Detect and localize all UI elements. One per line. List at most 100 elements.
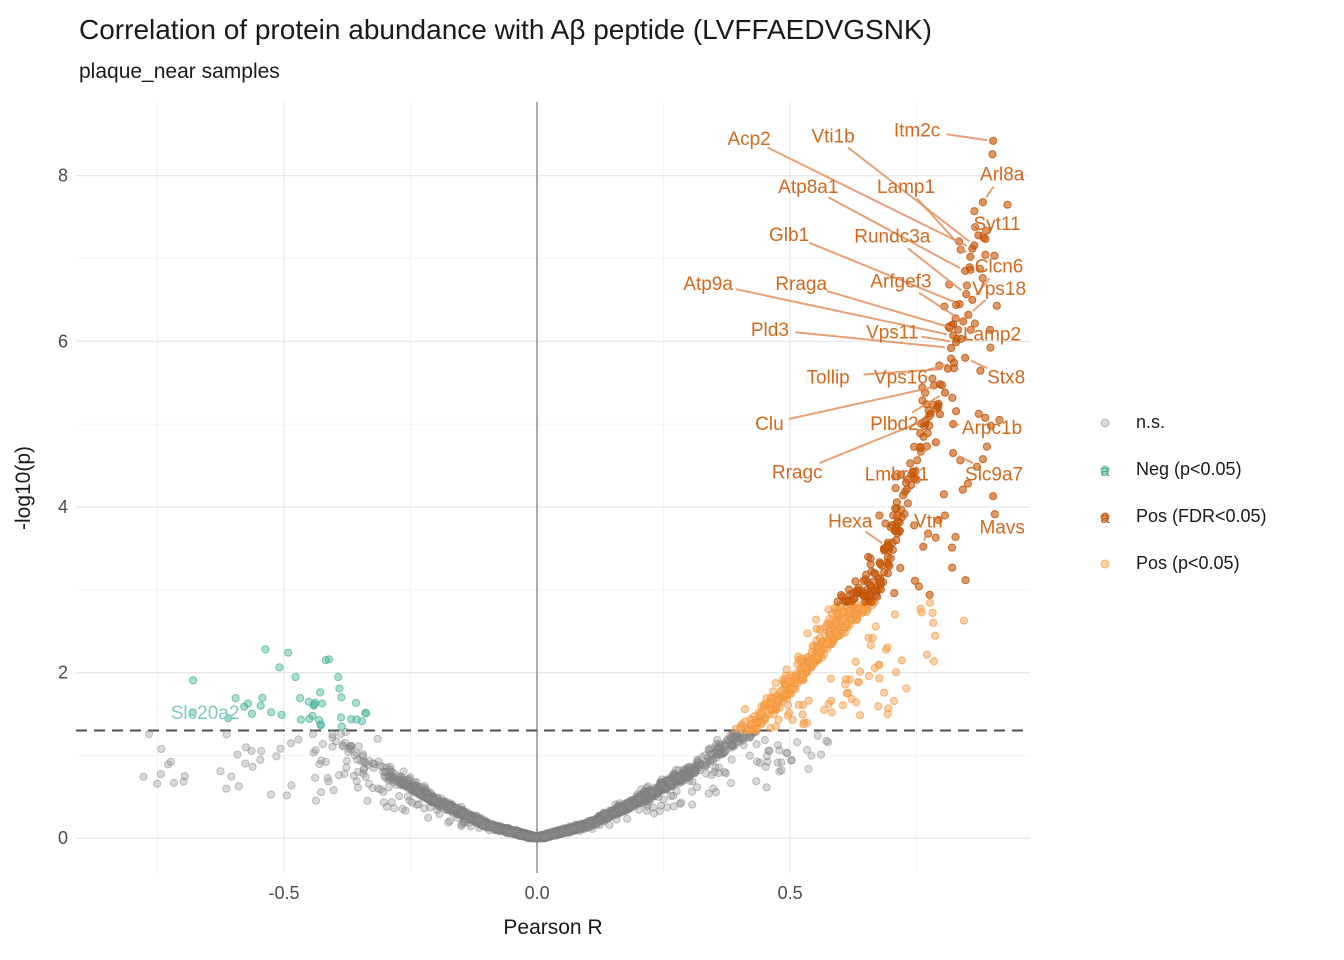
data-point — [640, 792, 650, 801]
data-point — [604, 810, 613, 819]
data-point — [595, 814, 604, 823]
data-point — [473, 815, 483, 825]
legend-point-icon — [1100, 418, 1110, 427]
data-point — [615, 801, 624, 810]
data-point — [623, 804, 632, 813]
data-point — [594, 815, 603, 824]
data-point — [568, 825, 577, 835]
data-point — [428, 795, 437, 804]
data-point — [612, 809, 622, 818]
gene-label: Slc9a7 — [965, 464, 1023, 485]
data-point — [669, 770, 678, 780]
data-point — [662, 775, 672, 784]
data-point — [516, 829, 525, 838]
points-layer — [139, 150, 1012, 843]
data-point — [521, 830, 531, 840]
data-point — [272, 752, 281, 761]
data-point — [595, 811, 604, 820]
data-point — [630, 797, 639, 807]
data-point — [584, 818, 594, 827]
data-point — [798, 710, 807, 719]
data-point — [663, 783, 672, 792]
data-point — [893, 517, 902, 526]
data-point — [533, 832, 542, 841]
data-point — [433, 796, 442, 805]
data-point — [336, 713, 346, 722]
data-point — [569, 825, 578, 834]
data-point — [594, 815, 603, 825]
legend-item-pos-p: Pos (p<0.05) — [1092, 540, 1267, 587]
data-point — [500, 824, 509, 833]
data-point — [483, 819, 492, 829]
data-point — [452, 809, 461, 818]
gene-label: Atp9a — [683, 274, 733, 295]
data-point — [730, 740, 740, 750]
data-point — [880, 568, 889, 577]
data-point — [493, 824, 502, 833]
data-point — [553, 829, 562, 838]
data-point — [671, 766, 680, 775]
gene-label: Lamp2 — [963, 324, 1021, 345]
data-point — [337, 693, 346, 702]
data-point — [504, 825, 513, 835]
data-point — [509, 828, 518, 837]
data-point — [536, 833, 545, 842]
data-point — [910, 442, 919, 451]
data-point — [531, 834, 540, 843]
data-point — [632, 796, 642, 805]
data-point — [614, 801, 623, 811]
data-point — [902, 684, 911, 693]
data-point — [507, 828, 516, 837]
data-point — [552, 828, 561, 837]
data-point — [169, 778, 178, 788]
labeled-gene-point — [961, 266, 970, 275]
data-point — [648, 788, 657, 797]
data-point — [658, 783, 667, 793]
data-point — [550, 827, 560, 836]
data-point — [494, 824, 503, 833]
data-point — [426, 794, 435, 803]
data-point — [389, 774, 398, 783]
data-point — [538, 832, 547, 841]
data-point — [668, 778, 678, 787]
data-point — [681, 774, 691, 783]
data-point — [551, 831, 560, 840]
data-point — [929, 657, 939, 666]
data-point — [449, 806, 458, 815]
data-point — [570, 824, 579, 833]
gene-label: Vti1b — [811, 127, 854, 148]
data-point — [726, 778, 736, 788]
labeled-gene-point — [989, 136, 998, 145]
data-point — [577, 824, 586, 833]
data-point — [491, 826, 501, 835]
data-point — [866, 641, 875, 650]
data-point — [423, 793, 432, 803]
data-point — [535, 833, 544, 843]
data-point — [611, 800, 620, 809]
data-point — [592, 815, 601, 824]
data-point — [426, 795, 435, 804]
data-point — [635, 797, 644, 806]
data-point — [615, 805, 624, 814]
data-point — [577, 821, 586, 830]
data-point — [580, 822, 589, 832]
data-point — [793, 738, 802, 747]
data-point — [446, 803, 455, 812]
data-point — [471, 815, 480, 825]
data-point — [227, 772, 236, 781]
data-point — [962, 281, 972, 290]
data-point — [692, 763, 701, 772]
data-point — [562, 824, 571, 834]
data-point — [547, 831, 557, 841]
data-point — [508, 829, 517, 838]
data-point — [892, 668, 901, 677]
data-point — [541, 831, 550, 840]
data-point — [822, 640, 831, 649]
data-point — [574, 822, 584, 831]
data-point — [557, 825, 566, 834]
data-point — [555, 826, 565, 835]
data-point — [521, 829, 530, 838]
data-point — [527, 833, 536, 842]
data-point — [379, 763, 388, 772]
data-point — [682, 768, 691, 778]
